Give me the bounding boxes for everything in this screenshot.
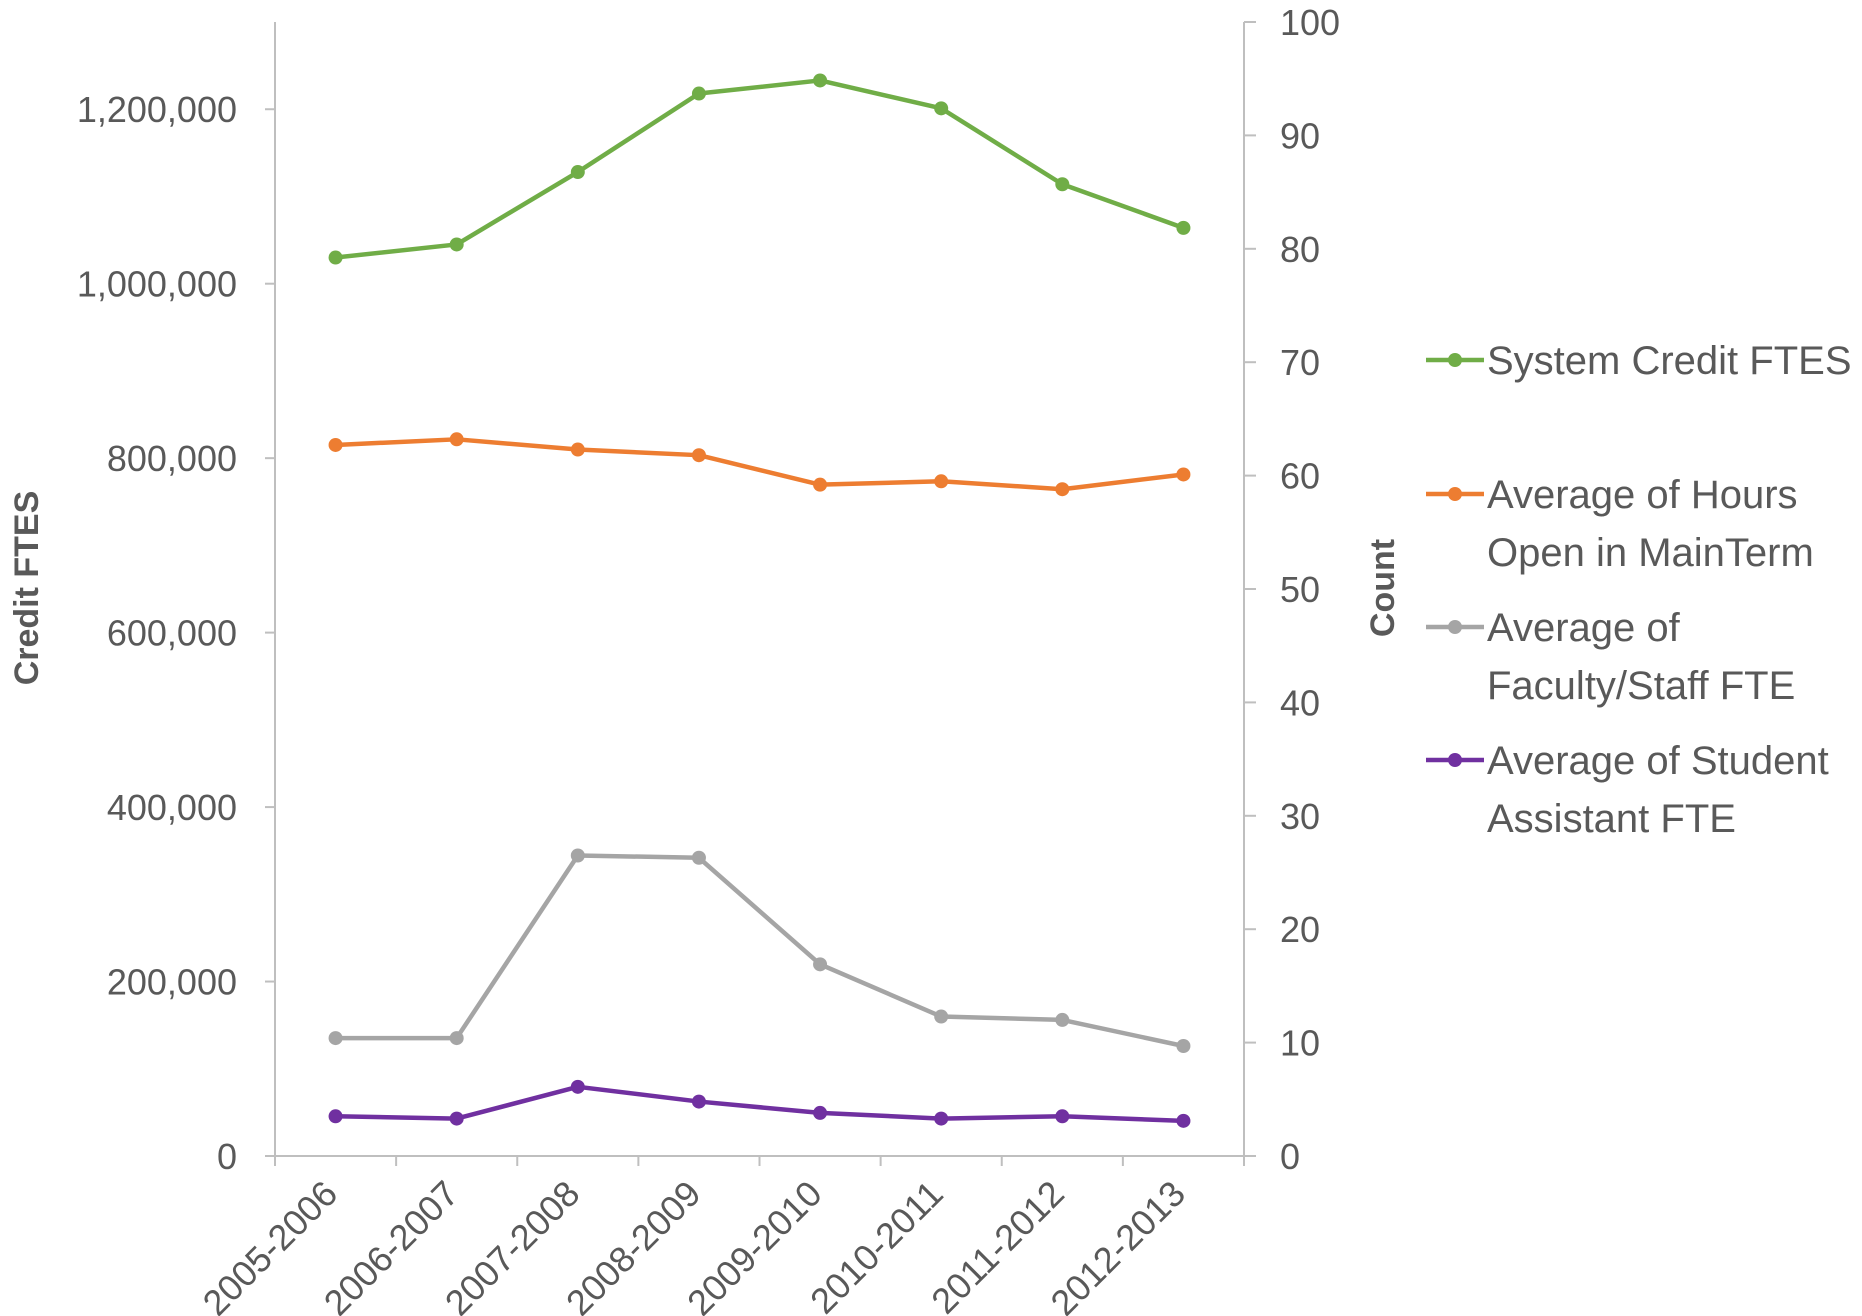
data-point (328, 1031, 343, 1046)
y-right-tick-label: 100 (1280, 2, 1340, 43)
series-line (335, 437, 1184, 492)
data-point (934, 474, 949, 489)
data-point (934, 1009, 949, 1024)
series-line (335, 1084, 1184, 1124)
series-line (335, 78, 1185, 260)
y-axis-left-title: Credit FTES (8, 491, 46, 686)
y-axis-right-title: Count (1364, 539, 1402, 637)
data-point (570, 165, 585, 180)
y-right-tick-label: 10 (1280, 1023, 1320, 1064)
data-point (328, 437, 343, 452)
data-point (934, 101, 949, 116)
data-point (1176, 1113, 1191, 1128)
data-point (1055, 1109, 1070, 1124)
y-left-tick-label: 1,200,000 (77, 89, 237, 130)
data-point (813, 73, 828, 88)
data-point (934, 1111, 949, 1126)
legend-label: Average of Student (1487, 739, 1829, 783)
data-point (691, 86, 706, 101)
y-right-tick-label: 50 (1280, 569, 1320, 610)
y-right-tick-label: 40 (1280, 682, 1320, 723)
data-point (1176, 1039, 1191, 1054)
series-line (335, 853, 1184, 1049)
data-point (691, 850, 706, 865)
y-left-tick-label: 400,000 (107, 787, 237, 828)
data-point (570, 1079, 585, 1094)
data-point (449, 237, 464, 252)
data-point (691, 448, 706, 463)
data-point (449, 1031, 464, 1046)
data-point (813, 957, 828, 972)
data-point (1176, 220, 1191, 235)
data-point (570, 848, 585, 863)
legend-swatch-marker (1448, 353, 1462, 367)
legend-label: System Credit FTES (1487, 339, 1852, 383)
data-point (813, 1105, 828, 1120)
y-right-tick-label: 20 (1280, 909, 1320, 950)
data-point (813, 477, 828, 492)
y-left-tick-label: 600,000 (107, 613, 237, 654)
legend-swatch-marker (1448, 620, 1462, 634)
y-right-tick-label: 70 (1280, 342, 1320, 383)
x-tick-label: 2012-2013 (1042, 1173, 1193, 1316)
y-left-tick-label: 0 (217, 1136, 237, 1177)
data-point (328, 1109, 343, 1124)
legend-label: Open in MainTerm (1487, 531, 1814, 575)
legend-label: Faculty/Staff FTE (1487, 664, 1795, 708)
series-0 (328, 73, 1191, 265)
y-right-tick-label: 0 (1280, 1136, 1300, 1177)
data-point (1176, 467, 1191, 482)
data-point (1055, 177, 1070, 192)
y-right-tick-label: 80 (1280, 229, 1320, 270)
data-point (1055, 1012, 1070, 1027)
legend: System Credit FTES Average of Hours Open i… (1426, 339, 1852, 841)
series-3 (328, 1079, 1191, 1128)
data-point (570, 442, 585, 457)
data-point (691, 1094, 706, 1109)
data-point (328, 250, 343, 265)
y-left-tick-label: 200,000 (107, 962, 237, 1003)
legend-label: Average of (1487, 606, 1681, 650)
series-2 (328, 848, 1191, 1054)
y-right-tick-label: 60 (1280, 456, 1320, 497)
y-right-tick-label: 90 (1280, 115, 1320, 156)
legend-item: System Credit FTES (1426, 339, 1852, 383)
legend-item: Average of Student Assistant FTE (1426, 739, 1829, 841)
data-point (449, 432, 464, 447)
legend-swatch-marker (1448, 753, 1462, 767)
series-1 (328, 432, 1191, 497)
y-left-tick-label: 1,000,000 (77, 264, 237, 305)
y-right-tick-label: 30 (1280, 796, 1320, 837)
series-layer (328, 73, 1191, 1128)
legend-label: Assistant FTE (1487, 797, 1736, 841)
y-left-tick-label: 800,000 (107, 438, 237, 479)
legend-item: Average of Hours Open in MainTerm (1426, 473, 1814, 575)
data-point (1055, 482, 1070, 497)
legend-item: Average of Faculty/Staff FTE (1426, 606, 1795, 708)
axes (274, 22, 1245, 1157)
data-point (449, 1111, 464, 1126)
legend-label: Average of Hours (1487, 473, 1798, 517)
legend-swatch-marker (1448, 487, 1462, 501)
